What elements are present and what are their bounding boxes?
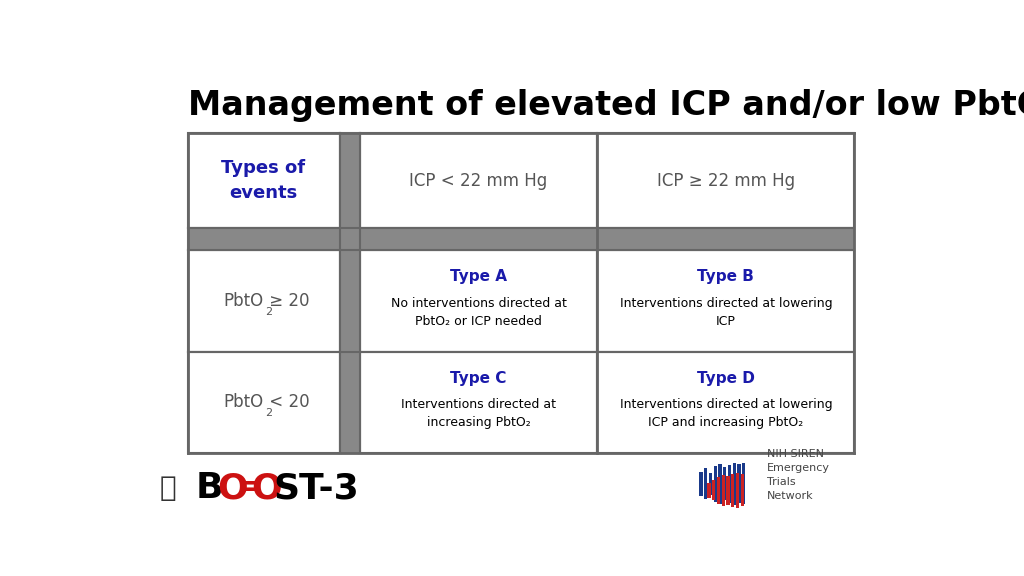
Bar [726,476,729,505]
Text: Type A: Type A [450,269,507,284]
Bar [340,134,359,453]
Bar [187,352,340,453]
Bar [359,134,597,228]
Bar [714,466,717,502]
Bar [731,474,734,507]
Text: Interventions directed at lowering
ICP: Interventions directed at lowering ICP [620,297,833,328]
Text: O: O [217,471,248,505]
Bar [597,352,854,453]
Bar [712,480,715,501]
Bar [737,464,740,503]
Bar [187,250,340,352]
Text: O: O [251,471,282,505]
Text: B: B [196,471,223,505]
Bar [740,475,743,506]
Text: No interventions directed at
PbtO₂ or ICP needed: No interventions directed at PbtO₂ or IC… [390,297,566,328]
Bar [359,352,597,453]
Text: NIH SIREN
Emergency
Trials
Network: NIH SIREN Emergency Trials Network [767,449,829,501]
Bar [705,468,708,499]
Text: Type B: Type B [697,269,755,284]
Text: Type C: Type C [451,370,507,385]
Bar [719,464,722,504]
Text: 🧠: 🧠 [160,474,176,502]
Bar [736,473,739,508]
Text: 2: 2 [265,408,272,418]
Text: PbtO: PbtO [223,393,263,411]
Text: Management of elevated ICP and/or low PbtO2: Management of elevated ICP and/or low Pb… [187,89,1024,122]
Text: ≥ 20: ≥ 20 [263,292,309,310]
Bar [359,250,597,352]
Text: Type D: Type D [697,370,755,385]
Text: =: = [238,473,261,501]
Bar [709,473,712,495]
Text: ST-3: ST-3 [273,471,359,505]
Bar [708,483,711,498]
Bar [187,228,854,250]
Bar [187,134,340,228]
Bar [733,463,736,505]
Bar [597,250,854,352]
Text: ICP ≥ 22 mm Hg: ICP ≥ 22 mm Hg [656,172,795,190]
Bar [722,475,725,506]
Text: PbtO: PbtO [223,292,263,310]
Text: ICP < 22 mm Hg: ICP < 22 mm Hg [410,172,548,190]
Bar [728,465,731,503]
Text: < 20: < 20 [263,393,309,411]
Bar [742,464,745,504]
Text: Interventions directed at
increasing PbtO₂: Interventions directed at increasing Pbt… [401,398,556,429]
Bar [597,134,854,228]
Bar [699,472,702,496]
Text: 2: 2 [265,306,272,317]
Text: Interventions directed at lowering
ICP and increasing PbtO₂: Interventions directed at lowering ICP a… [620,398,833,429]
Text: Types of
events: Types of events [221,159,305,202]
Bar [723,467,726,501]
Bar [717,477,720,504]
